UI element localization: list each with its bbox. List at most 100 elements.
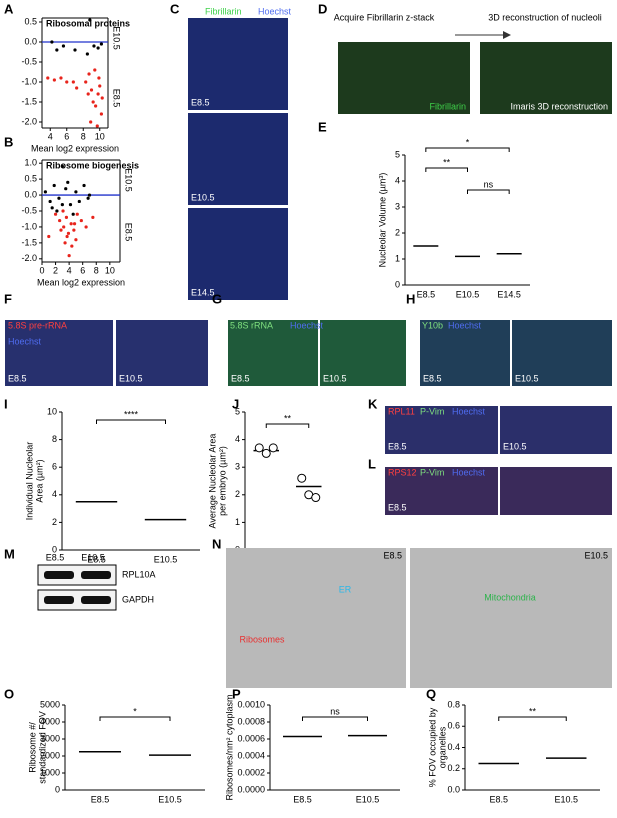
channel-label: Hoechst: [290, 320, 324, 330]
y-tick-label: 8: [52, 434, 57, 444]
micrograph: [385, 467, 498, 515]
panel-label: P: [232, 686, 241, 701]
point: [47, 234, 51, 239]
band-label: GAPDH: [122, 594, 154, 604]
significance: **: [529, 706, 537, 716]
micrograph: [188, 208, 288, 300]
x-tick-label: 2: [53, 265, 58, 275]
y-tick-label: 5: [395, 149, 400, 159]
point: [89, 88, 94, 92]
y-tick-label: -0.5: [21, 56, 37, 66]
point: [87, 72, 91, 76]
point: [67, 254, 71, 258]
micrograph: [410, 548, 612, 688]
panel-label: H: [406, 291, 415, 306]
panel-label: A: [4, 1, 14, 16]
x-tick-label: 10: [95, 131, 105, 141]
significance: ns: [330, 706, 340, 716]
y-tick-label: 0: [395, 279, 400, 289]
x-tick-label: 10: [105, 265, 115, 275]
y-axis-label: per embryo (µm²): [217, 446, 227, 516]
point: [74, 190, 78, 194]
band: [81, 596, 111, 604]
point: [82, 183, 86, 188]
point: [53, 212, 58, 216]
annotation: Ribosomes: [239, 634, 285, 644]
y-tick-label: 1000: [40, 767, 60, 777]
x-tick-label: E10.5: [158, 794, 182, 804]
x-tick-label: E8.5: [91, 794, 110, 804]
y-tick-label: 0.0: [24, 189, 37, 199]
band: [81, 571, 111, 579]
y-tick-label: 3: [395, 201, 400, 211]
y-tick-label: -2.0: [21, 253, 37, 263]
point: [61, 44, 66, 48]
y-tick-label: 0.0: [24, 36, 37, 46]
significance: **: [284, 413, 292, 423]
point: [55, 48, 59, 52]
tile-label: E10.5: [191, 192, 215, 202]
y-tick-label: -1.0: [21, 76, 37, 86]
significance: ns: [484, 179, 494, 189]
band-label: RPL10A: [122, 569, 156, 579]
channel-label: Hoechst: [452, 467, 486, 477]
y-tick-label: -1.5: [21, 237, 37, 247]
point: [52, 183, 56, 188]
y-tick-label: 4: [235, 434, 240, 444]
channel-label: Hoechst: [448, 320, 482, 330]
y-axis-label: standardized FOV: [37, 711, 47, 784]
bracket: [96, 419, 166, 424]
point: [88, 18, 92, 22]
y-tick-label: 0.5: [24, 16, 37, 26]
channel-label: P-Vim: [420, 467, 444, 477]
bracket: [425, 147, 510, 152]
x-axis-label: Mean log2 expression: [31, 143, 119, 153]
point: [84, 80, 88, 84]
x-tick-label: E14.5: [497, 289, 521, 299]
y-axis-label: Nucleolar Volume (µm³): [377, 173, 387, 268]
y-tick-label: 0.8: [447, 699, 460, 709]
bracket: [302, 716, 368, 721]
y-tick-label: 4: [52, 489, 57, 499]
tile-label: E8.5: [383, 550, 402, 560]
blot-box: [37, 564, 117, 586]
micrograph: [116, 320, 208, 386]
point: [66, 231, 71, 235]
y-tick-label: 0: [55, 784, 60, 794]
y-tick-label: 6: [52, 462, 57, 472]
x-tick-label: 6: [64, 131, 69, 141]
channel-label: Fibrillarin: [205, 6, 242, 16]
point: [69, 222, 73, 226]
tile-label: E10.5: [119, 373, 143, 383]
point: [311, 493, 321, 503]
y-tick-label: 0.6: [447, 721, 460, 731]
micrograph: [320, 320, 406, 386]
point: [70, 244, 74, 248]
x-tick-label: 4: [67, 265, 72, 275]
tile-label: E14.5: [191, 287, 215, 297]
side-label: E10.5: [112, 26, 122, 50]
point: [59, 228, 63, 232]
x-tick-label: E8.5: [489, 794, 508, 804]
y-axis-label: % FOV occupied by: [427, 707, 437, 787]
side-label: E8.5: [112, 89, 122, 108]
point: [75, 212, 79, 216]
significance: *: [133, 706, 137, 716]
channel-label: 3D reconstruction of nucleoli: [488, 12, 602, 22]
annotation: Mitochondria: [484, 592, 536, 602]
x-tick-label: E10.5: [154, 554, 178, 564]
y-tick-label: 0.5: [24, 174, 37, 184]
channel-label: Hoechst: [8, 336, 42, 346]
tile-label: E8.5: [191, 97, 210, 107]
point: [48, 199, 52, 204]
point: [89, 120, 93, 124]
y-tick-label: 3000: [40, 733, 60, 743]
point: [100, 96, 104, 100]
point: [72, 228, 76, 232]
blot-box: [37, 589, 117, 611]
channel-label: Hoechst: [258, 6, 292, 16]
point: [62, 225, 66, 229]
lane-label: E8.5: [46, 552, 65, 562]
x-tick-label: E8.5: [293, 794, 312, 804]
point: [94, 104, 98, 108]
